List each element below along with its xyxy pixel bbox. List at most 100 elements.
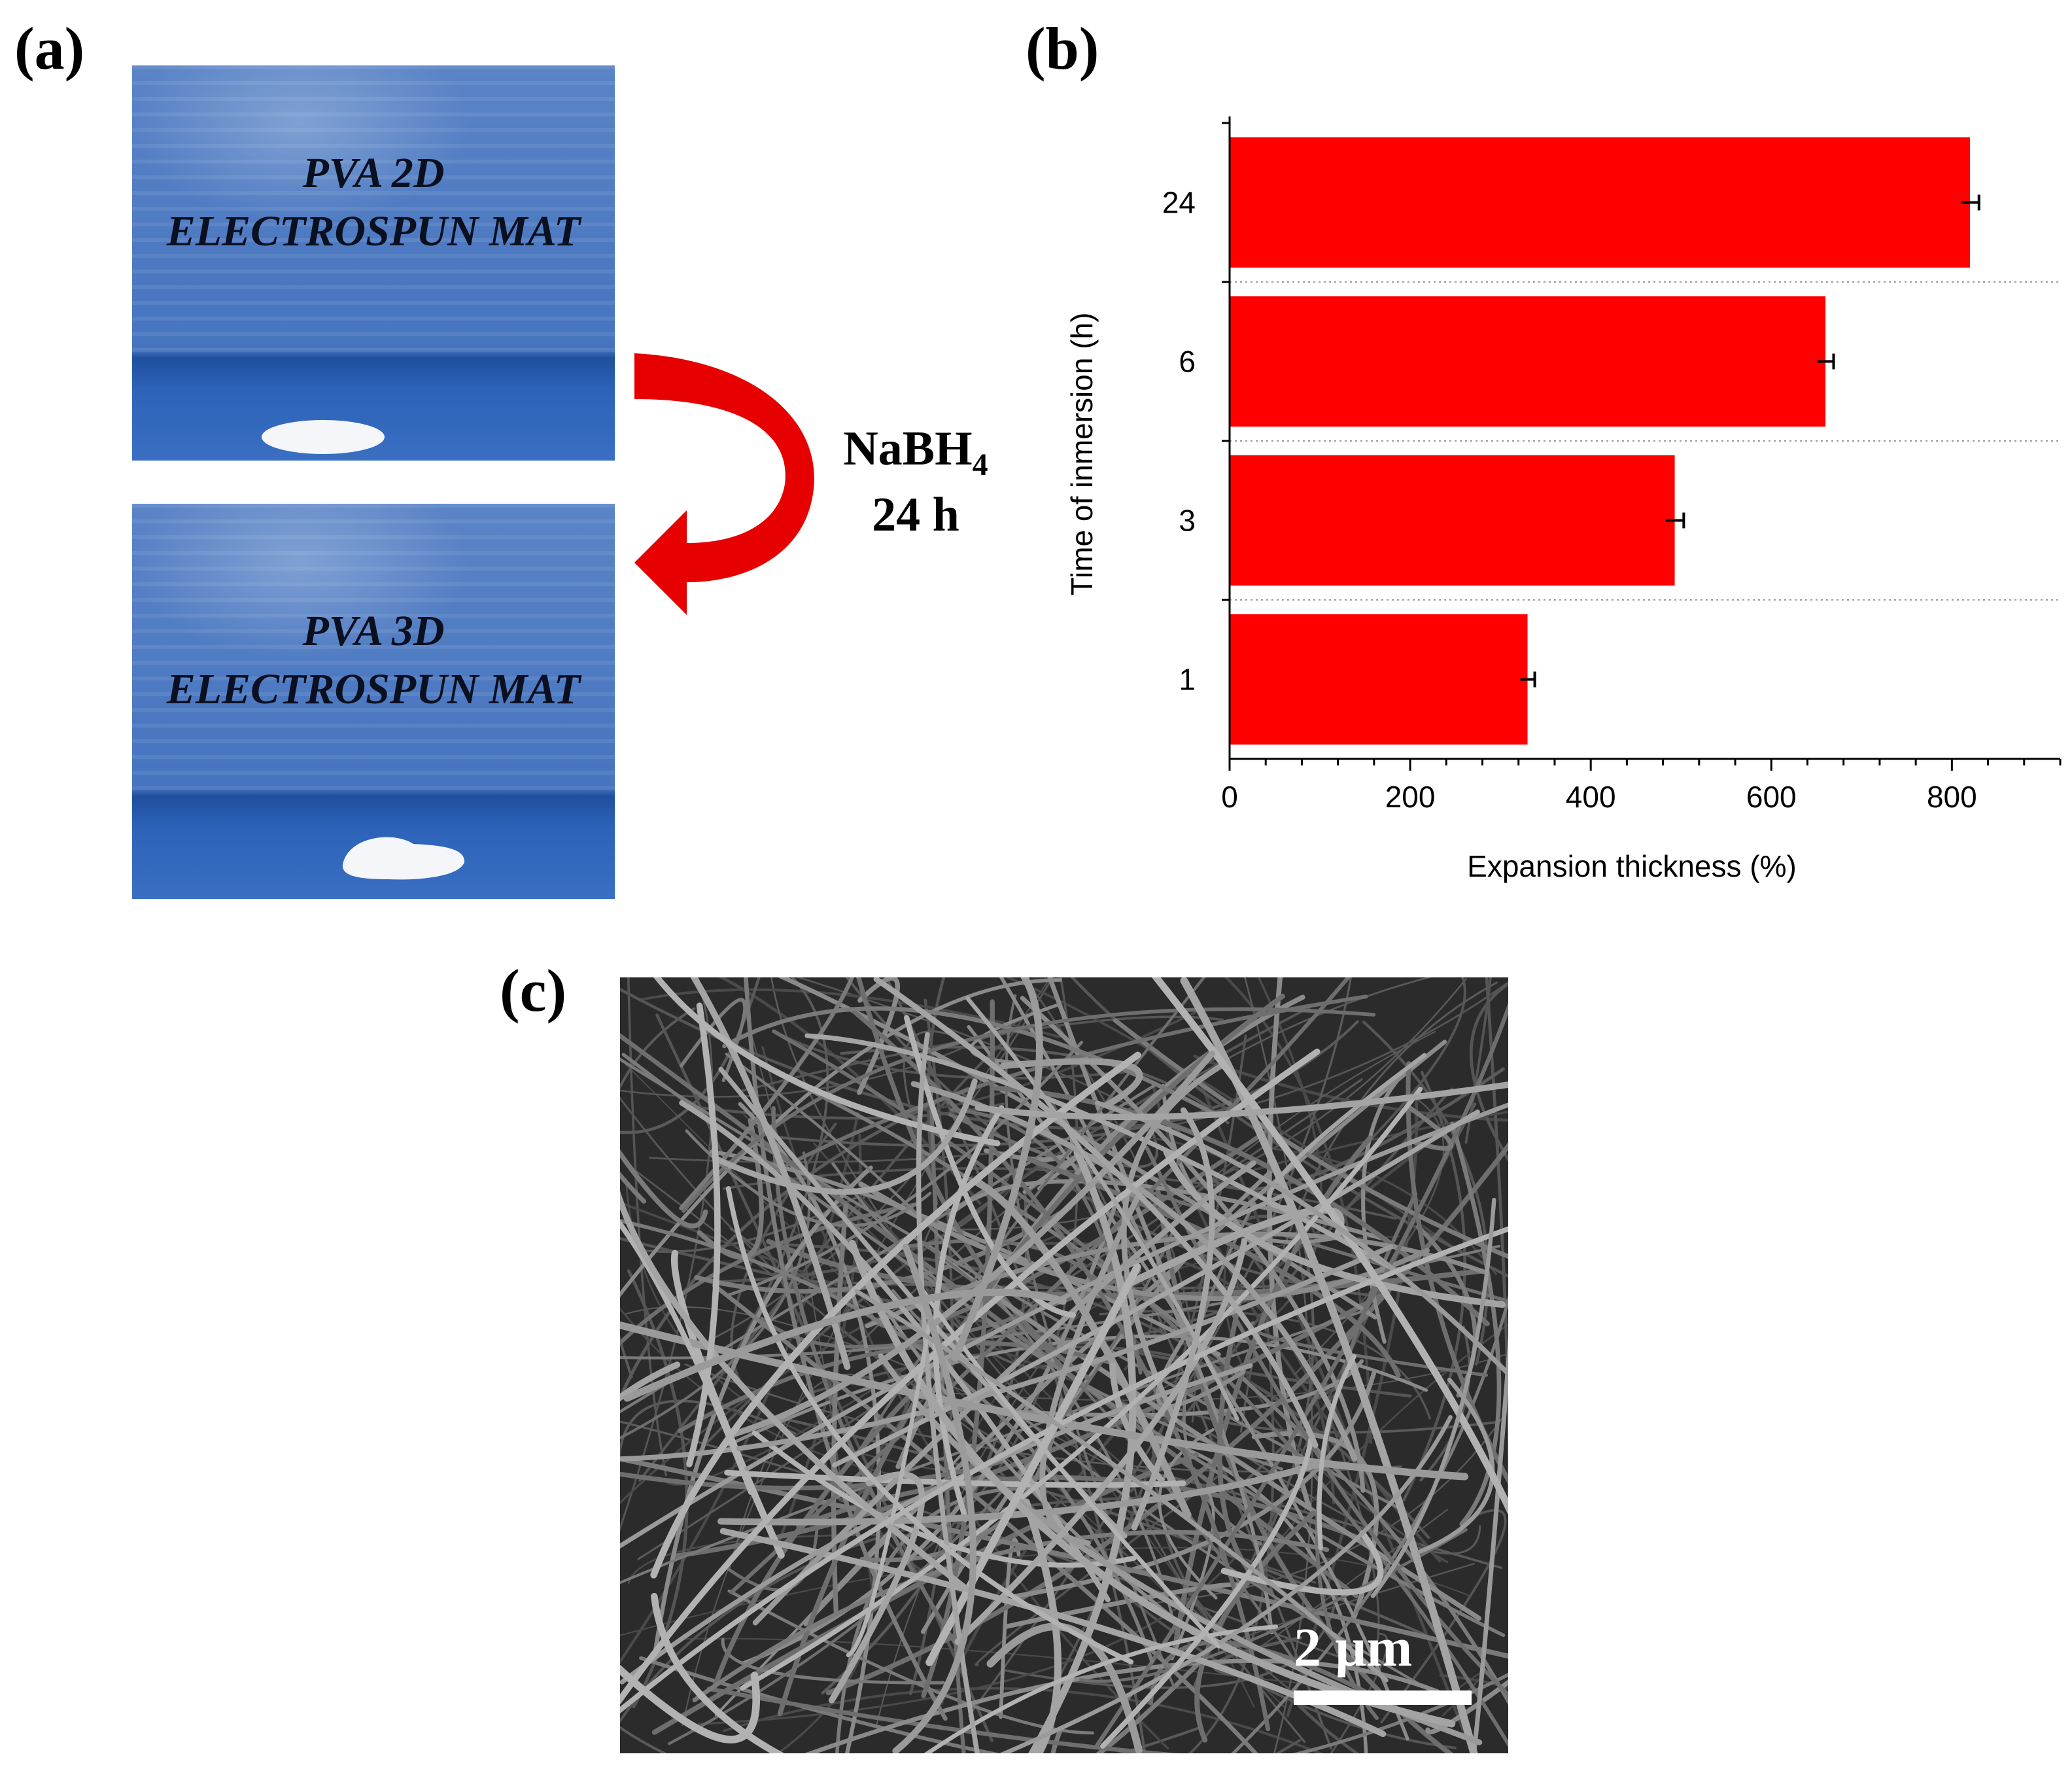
sem-fiber xyxy=(620,1149,708,1229)
sem-fiber xyxy=(1020,996,1366,1493)
panel-label-a: (a) xyxy=(14,15,85,82)
expansion-bar-chart: 24 6 3 1 0 200 400 600 800 Expansion thickness (%… xyxy=(1065,116,2062,883)
sem-fiber xyxy=(951,977,1043,1362)
sem-fiber xyxy=(744,977,948,1721)
sem-fiber xyxy=(876,1295,1195,1636)
sem-fiber xyxy=(999,1058,1143,1109)
sem-fiber xyxy=(620,977,761,1134)
sem-fiber xyxy=(1419,1325,1471,1482)
sem-fiber xyxy=(1109,1362,1165,1484)
photo-bottom-line2: ELECTROSPUN MAT xyxy=(166,665,581,714)
sem-fiber xyxy=(717,1459,1326,1526)
sem-fiber xyxy=(892,1244,976,1753)
sem-fiber xyxy=(1100,1435,1314,1749)
sem-fiber xyxy=(722,1006,1218,1117)
sem-fiber xyxy=(795,977,1181,1132)
sem-fiber xyxy=(623,1288,1067,1402)
sem-fiber xyxy=(903,1030,966,1233)
bar xyxy=(1230,296,1826,427)
photo-pva-2d-mat: PVA 2D ELECTROSPUN MAT xyxy=(132,65,615,461)
sem-fiber xyxy=(1472,1337,1508,1753)
sem-fiber xyxy=(718,977,982,1205)
y-axis-label: Time of inmersion (h) xyxy=(1065,313,1099,596)
curved-arrow-icon xyxy=(634,353,814,615)
mat-sample-3d xyxy=(342,837,465,880)
y-tick-label: 3 xyxy=(1179,504,1196,538)
sem-fiber xyxy=(803,1040,1447,1626)
bar xyxy=(1230,137,1970,268)
sem-fiber xyxy=(846,1320,932,1658)
sem-fiber xyxy=(620,1048,1321,1705)
y-tick-label: 1 xyxy=(1179,663,1196,697)
sem-fiber xyxy=(1224,977,1372,1444)
sem-fiber xyxy=(638,1042,1003,1482)
reagent-time: 24 h xyxy=(872,487,959,542)
scale-bar-label: 2 µm xyxy=(1294,1617,1413,1678)
sem-fiber xyxy=(651,1165,873,1662)
sem-fiber xyxy=(685,1129,932,1227)
reagent-subscript: 4 xyxy=(972,447,988,482)
sem-fiber xyxy=(1317,1354,1356,1550)
sem-fiber xyxy=(752,1160,1256,1626)
sem-fiber xyxy=(873,977,1319,1448)
bar xyxy=(1230,614,1528,745)
sem-fiber xyxy=(716,1078,978,1195)
sem-fiber xyxy=(620,1151,811,1440)
y-tick-label: 24 xyxy=(1162,186,1196,220)
panel-label-c: (c) xyxy=(500,957,567,1024)
reagent-label: NaBH4 24 h xyxy=(818,419,1014,545)
sem-fiber xyxy=(620,1321,1469,1480)
photo-top-line1: PVA 2D xyxy=(302,149,445,197)
sem-fiber xyxy=(1425,1679,1508,1735)
sem-fiber xyxy=(845,977,1381,1298)
x-tick-label: 200 xyxy=(1385,780,1436,814)
sem-fiber xyxy=(638,988,1061,1038)
photo-pva-3d-mat: PVA 3D ELECTROSPUN MAT xyxy=(132,504,615,899)
photo-top-line2: ELECTROSPUN MAT xyxy=(166,207,581,256)
sem-fiber xyxy=(1450,1121,1502,1527)
photo-3d-background xyxy=(132,504,615,899)
sem-fiber xyxy=(620,1726,1201,1753)
sem-fiber xyxy=(1070,977,1508,1278)
sem-fiber xyxy=(904,1015,1076,1318)
sem-fiber xyxy=(729,977,1351,1595)
x-tick-label: 400 xyxy=(1566,780,1616,814)
sem-fiber xyxy=(620,1361,681,1402)
sem-fiber xyxy=(620,1363,1253,1685)
sem-fiber xyxy=(727,1050,1216,1439)
sem-fiber xyxy=(776,1020,1359,1147)
sem-fiber xyxy=(620,1226,1508,1714)
sem-fiber xyxy=(620,978,1063,1298)
sem-fiber xyxy=(1131,1107,1215,1531)
sem-fiber xyxy=(854,1289,1389,1683)
sem-fiber xyxy=(724,977,829,1374)
sem-fiber xyxy=(712,1367,937,1689)
sem-fiber xyxy=(1175,1407,1496,1434)
sem-fiber xyxy=(1292,1672,1508,1753)
sem-fiber xyxy=(1121,1060,1228,1423)
sem-fiber xyxy=(1231,1294,1508,1753)
sem-fiber xyxy=(828,1471,925,1704)
sem-fiber xyxy=(686,1002,721,1467)
sem-fiber xyxy=(1050,1658,1203,1753)
sem-fiber xyxy=(1013,1371,1377,1599)
sem-fiber xyxy=(967,1025,1409,1741)
sem-fiber xyxy=(1370,1197,1496,1598)
sem-fiber xyxy=(1417,1377,1495,1554)
sem-fiber xyxy=(852,1009,1271,1732)
sem-fiber xyxy=(1370,977,1466,1140)
sem-fiber xyxy=(1464,977,1492,1144)
sem-fiber xyxy=(620,1171,647,1204)
bar xyxy=(1230,455,1675,586)
sem-fiber xyxy=(1113,1018,1508,1259)
x-tick-label: 600 xyxy=(1746,780,1797,814)
x-tick-label: 0 xyxy=(1221,780,1238,814)
sem-fiber xyxy=(835,1486,1046,1753)
sem-fiber xyxy=(651,1592,785,1753)
sem-fiber xyxy=(620,1664,761,1743)
sem-fiber xyxy=(954,1238,1248,1645)
y-tick-label: 6 xyxy=(1179,345,1196,379)
sem-fiber xyxy=(857,977,900,1095)
sem-fiber xyxy=(975,1462,1237,1666)
sem-image xyxy=(620,977,1508,1753)
